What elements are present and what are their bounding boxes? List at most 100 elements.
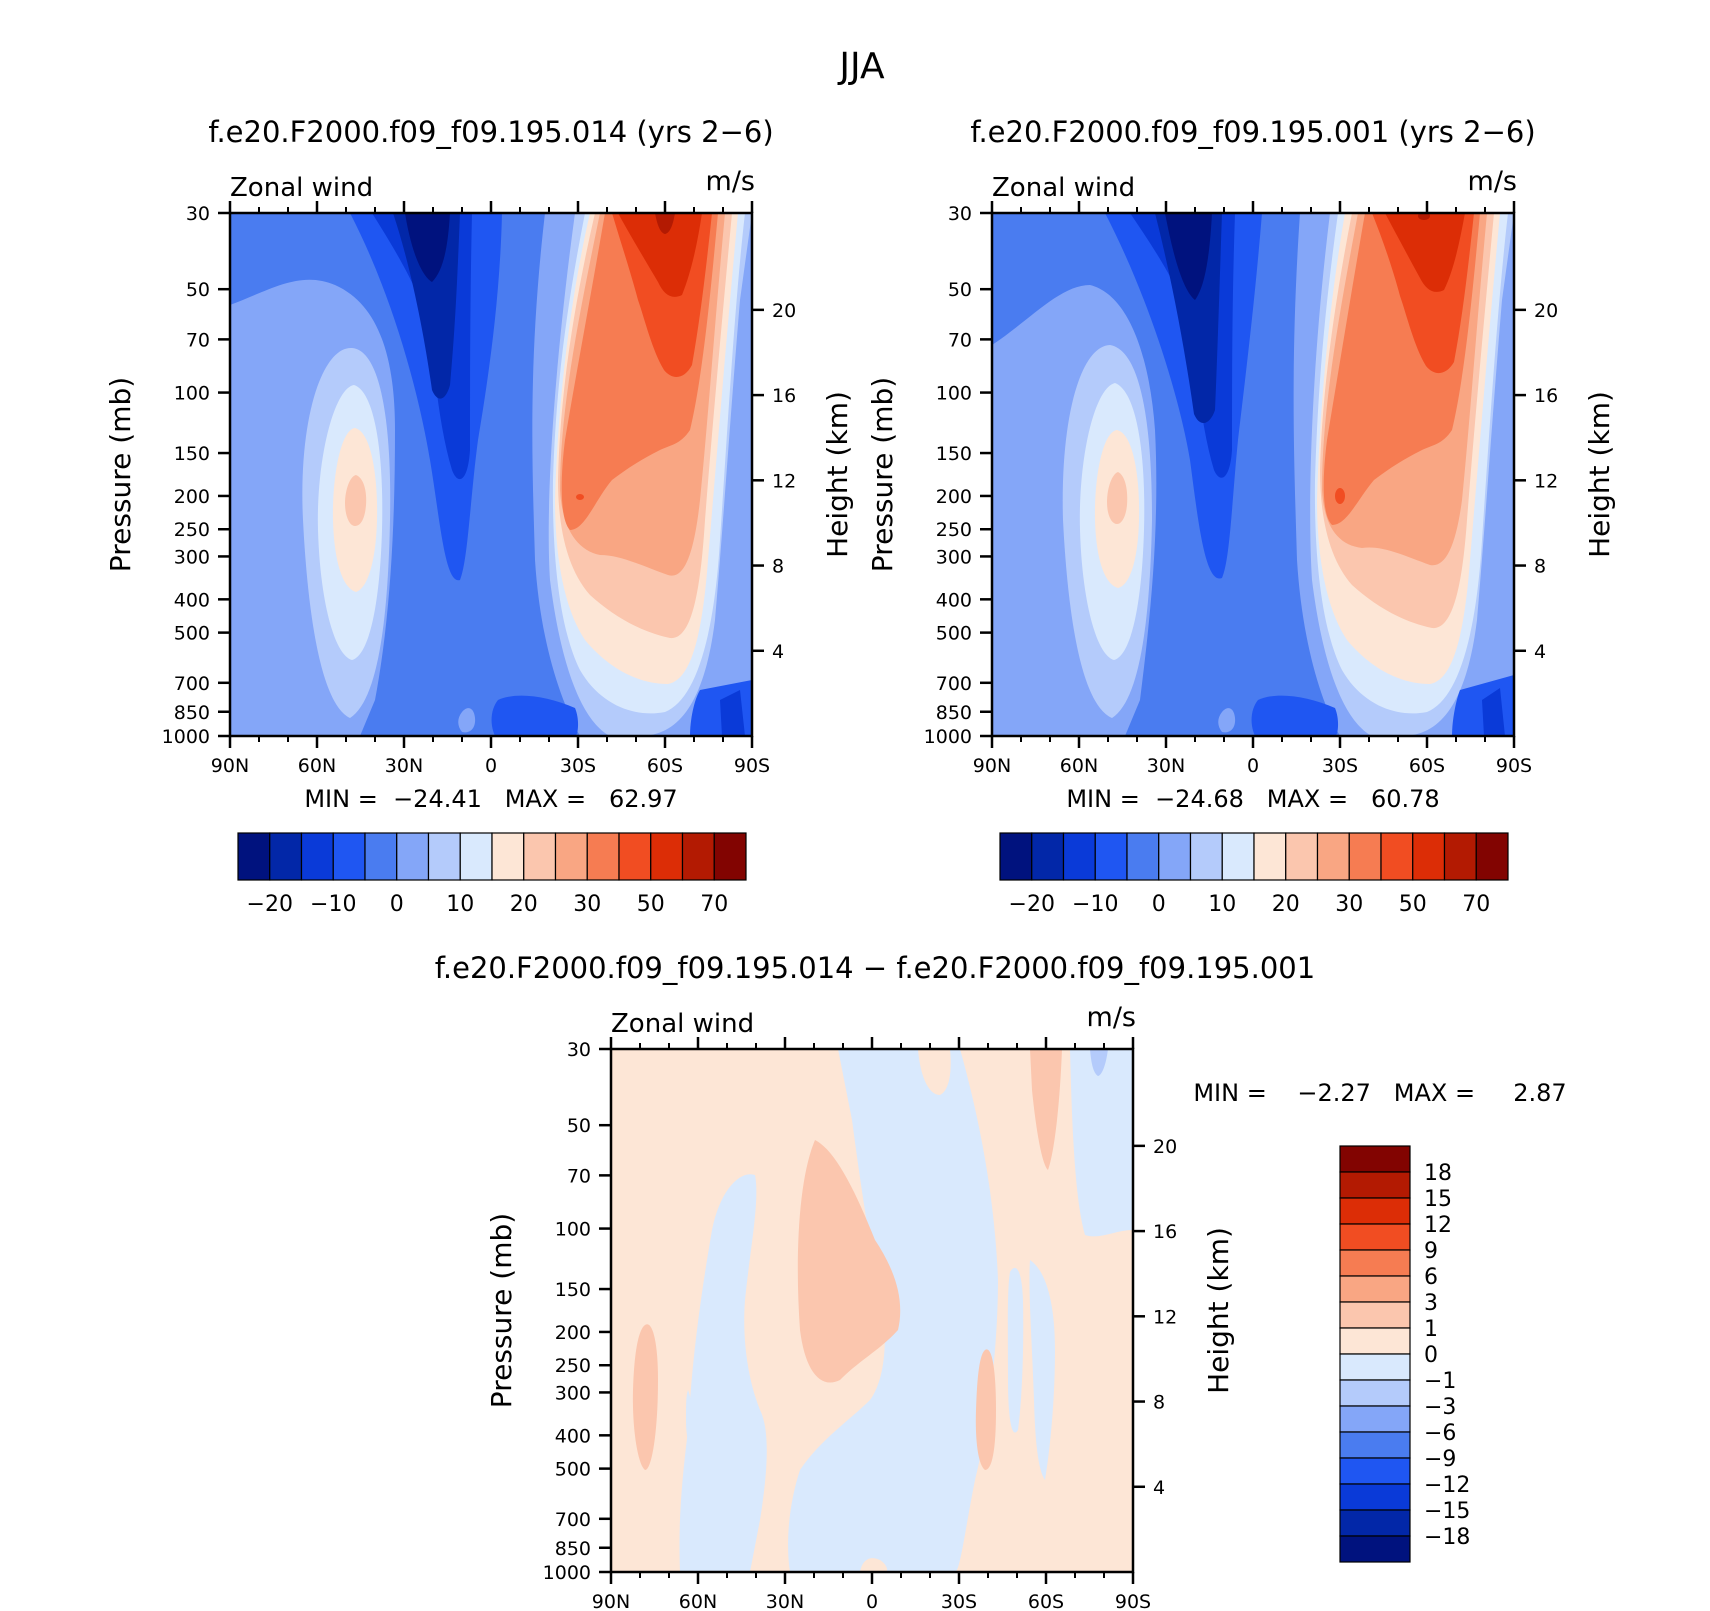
panel-c-colorbar-label: −12 — [1424, 1473, 1470, 1498]
panel-b-y-tick-label: 500 — [936, 623, 972, 645]
panel-a-colorbar-swatch — [364, 832, 398, 881]
panel-c-colorbar-label: 18 — [1424, 1161, 1452, 1186]
panel-a-colorbar-swatch — [650, 832, 684, 881]
panel-a-y2-tick-label: 8 — [772, 556, 784, 578]
panel-c-colorbar-swatch — [1339, 1483, 1411, 1511]
panel-c-colorbar-swatch — [1339, 1275, 1411, 1303]
panel-a-colorbar-swatch — [491, 832, 525, 881]
panel-c-x-tick-label: 60S — [1028, 1591, 1064, 1611]
panel-a-colorbar-label: −20 — [247, 892, 293, 917]
panel-a-axes: 90N 60N 30N 0 30S 60S 90S 30 50 70 100 150 200 250 300… — [104, 201, 854, 777]
panel-b-y-tick-label: 150 — [936, 443, 972, 465]
panel-a-y2-tick-label: 4 — [772, 641, 784, 663]
panel-c-x-tick-label: 90S — [1115, 1591, 1151, 1611]
panel-a-y-tick-label: 30 — [186, 203, 210, 225]
panel-a-variable-label: Zonal wind — [230, 173, 373, 203]
panel-b-contour-sh-jet-8 — [1385, 213, 1465, 292]
panel-a-x-tick-label: 60N — [298, 755, 336, 777]
panel-b-x-tick-label: 30N — [1147, 755, 1185, 777]
panel-c-colorbar-label: −18 — [1424, 1525, 1470, 1550]
panel-c: f.e20.F2000.f09_f09.195.014 − f.e20.F200… — [435, 951, 1567, 1611]
panel-b-colorbar-swatch — [1475, 832, 1509, 881]
panel-c-contour-positive-1 — [797, 1140, 901, 1383]
panel-c-contour-negative-west — [679, 1174, 767, 1572]
panel-b-x-tick-label: 30S — [1322, 755, 1358, 777]
panel-a-colorbar-swatch — [269, 832, 303, 881]
panel-c-colorbar-label: −15 — [1424, 1499, 1470, 1524]
panel-a-y-tick-label: 50 — [186, 279, 210, 301]
panel-c-contour-negative-tip — [1090, 1049, 1108, 1076]
panel-b-colorbar-swatch — [1380, 832, 1414, 881]
panel-c-colorbar-swatch — [1339, 1457, 1411, 1485]
panel-b-y-tick-label: 250 — [936, 519, 972, 541]
panel-c-contour-negative-central-top — [918, 1049, 951, 1095]
panel-a-y-tick-label: 300 — [174, 546, 210, 568]
panel-c-colorbar-swatch — [1339, 1535, 1411, 1563]
panel-c-y-tick-label: 700 — [555, 1509, 591, 1531]
panel-a-colorbar-swatch — [523, 832, 557, 881]
panel-b-y-tick-label: 100 — [936, 383, 972, 405]
panel-a-contour-surface-2 — [458, 708, 476, 733]
panel-c-colorbar-swatch — [1339, 1223, 1411, 1251]
panel-c-y-tick-label: 50 — [567, 1115, 591, 1137]
panel-c-colorbar-swatch — [1339, 1249, 1411, 1277]
panel-a-contour-surface-1 — [491, 695, 579, 736]
panel-b-y-tick-label: 700 — [936, 673, 972, 695]
panel-c-axes: 90N 60N 30N 0 30S 60S 90S 30 50 70 100 150 200 250 300… — [485, 1037, 1235, 1611]
panel-c-contour-negative-east — [1007, 1267, 1024, 1433]
panel-a-colorbar-label: 50 — [637, 892, 665, 917]
panel-c-x-tick-label: 30S — [941, 1591, 977, 1611]
panel-b-axes: 90N 60N 30N 0 30S 60S 90S 30 50 70 100 150 200 250 300… — [866, 201, 1616, 777]
panel-b-title: f.e20.F2000.f09_f09.195.001 (yrs 2−6) — [970, 115, 1535, 149]
panel-c-y2-tick-label: 12 — [1153, 1306, 1177, 1328]
panel-b-colorbar-swatch — [1443, 832, 1477, 881]
panel-b-y-tick-label: 400 — [936, 589, 972, 611]
panel-a-colorbar-swatch — [586, 832, 620, 881]
panel-a-x-tick-label: 60S — [647, 755, 683, 777]
panel-c-colorbar-label: 6 — [1424, 1265, 1438, 1290]
panel-c-colorbar-swatch — [1339, 1197, 1411, 1225]
panel-c-y-tick-label: 300 — [555, 1382, 591, 1404]
panel-b-y-axis-label: Pressure (mb) — [866, 377, 899, 572]
panel-a-y-tick-label: 70 — [186, 329, 210, 351]
panel-b-y-tick-label: 50 — [948, 279, 972, 301]
panel-c-min-max: MIN = −2.27 MAX = 2.87 — [1193, 1079, 1566, 1107]
panel-b-y2-tick-label: 20 — [1534, 300, 1558, 322]
panel-c-y-tick-label: 100 — [555, 1219, 591, 1241]
panel-a-colorbar-swatch — [618, 832, 652, 881]
panel-c-colorbar-label: 15 — [1424, 1187, 1452, 1212]
panel-b-contour-sh-jet-max — [1418, 213, 1430, 220]
panel-a-colorbar-swatch — [459, 832, 493, 881]
panel-a-colorbar-swatch — [713, 832, 747, 881]
panel-c-y2-tick-label: 8 — [1153, 1392, 1165, 1414]
panel-c-y-tick-label: 30 — [567, 1039, 591, 1061]
panel-c-colorbar-swatch — [1339, 1405, 1411, 1433]
panel-a-colorbar-swatch — [332, 832, 366, 881]
panel-c-colorbar-swatch — [1339, 1379, 1411, 1407]
panel-b-contour-surface-2 — [1218, 708, 1236, 733]
panel-c-colorbar-label: −6 — [1424, 1421, 1456, 1446]
panel-a-contour-subtropical-max — [576, 494, 584, 500]
panel-c-contour-negative-east-lower — [1029, 1260, 1055, 1480]
panel-c-variable-label: Zonal wind — [611, 1009, 754, 1039]
panel-b-variable-label: Zonal wind — [992, 173, 1135, 203]
panel-c-y-tick-label: 850 — [555, 1538, 591, 1560]
panel-c-colorbar-label: 12 — [1424, 1213, 1452, 1238]
panel-c-colorbar-swatch — [1339, 1509, 1411, 1537]
panel-a-colorbar: −20 −10 0 10 20 30 50 70 — [237, 832, 747, 917]
panel-c-contour-negative-far-east — [1070, 1049, 1133, 1237]
panel-b-colorbar-swatch — [1316, 832, 1350, 881]
panel-a-y2-tick-label: 20 — [772, 300, 796, 322]
panel-a-y2-tick-label: 16 — [772, 385, 796, 407]
panel-a-contour-nh-jet-max — [345, 475, 367, 526]
panel-b-x-tick-label: 90S — [1496, 755, 1532, 777]
panel-c-units-label: m/s — [1087, 1002, 1136, 1033]
panel-b-min-max: MIN = −24.68 MAX = 60.78 — [1066, 785, 1439, 813]
panel-c-y-tick-label: 500 — [555, 1459, 591, 1481]
panel-b-colorbar-label: 0 — [1152, 892, 1166, 917]
panel-a-y-tick-label: 850 — [174, 702, 210, 724]
panel-b-colorbar-swatch — [1126, 832, 1160, 881]
panel-b-colorbar-swatch — [1285, 832, 1319, 881]
panel-a-colorbar-swatch — [300, 832, 334, 881]
panel-a-contours — [230, 213, 752, 736]
